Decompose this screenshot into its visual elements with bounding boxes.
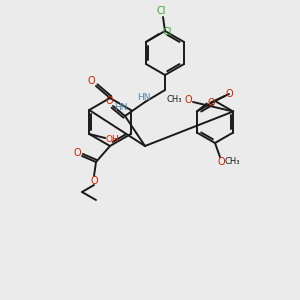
Text: O: O [217,157,225,167]
Text: O: O [90,176,98,186]
Text: O: O [105,96,113,106]
Text: Cl: Cl [156,6,166,16]
Text: O: O [87,76,95,86]
Text: HN: HN [137,94,151,103]
Text: O: O [73,148,81,158]
Text: Cl: Cl [162,27,172,37]
Text: CH₃: CH₃ [224,158,240,166]
Text: HN: HN [114,103,128,112]
Text: O: O [207,98,214,107]
Text: O: O [225,89,233,99]
Text: CH₃: CH₃ [166,94,182,103]
Text: O: O [184,95,192,105]
Text: OH: OH [105,134,119,143]
